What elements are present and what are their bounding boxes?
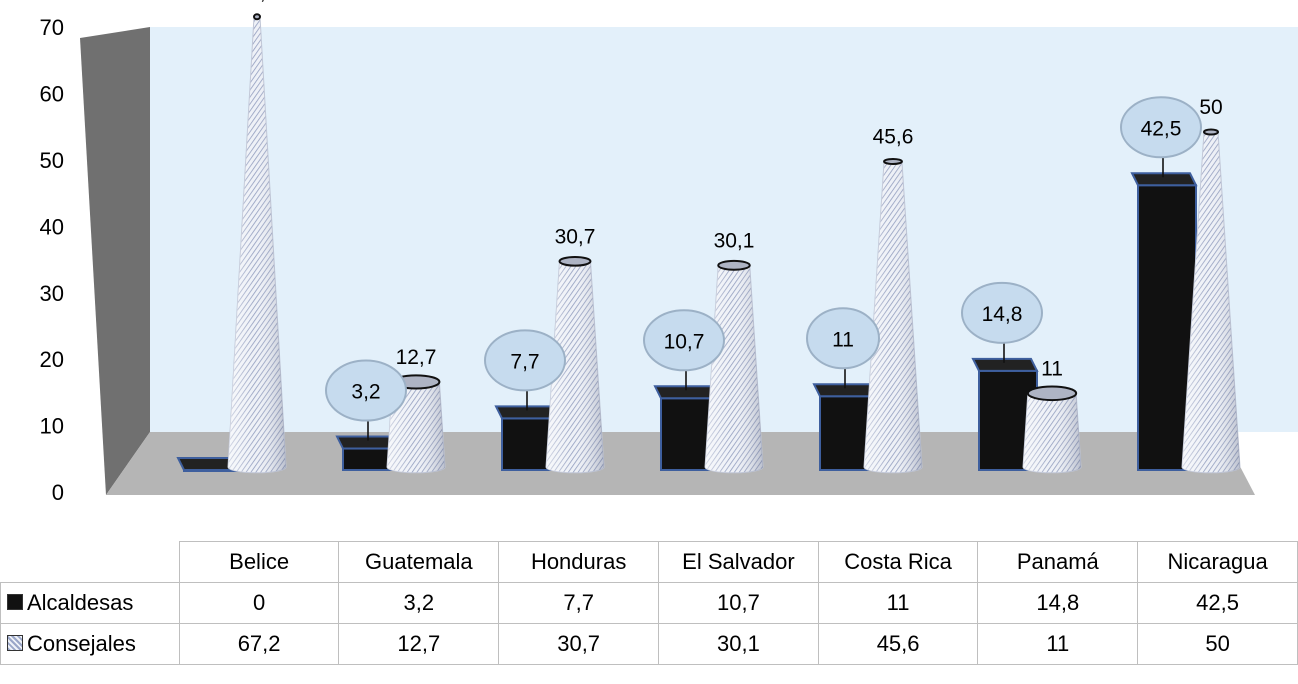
table-cell: 10,7: [658, 582, 819, 624]
table-header-guatemala: Guatemala: [338, 541, 500, 583]
alcaldesas-callout: [484, 329, 566, 392]
consejales-value-label: 11: [1041, 357, 1063, 380]
table-rowhead-consejales: Consejales: [0, 623, 180, 665]
table-header-el-salvador: El Salvador: [658, 541, 819, 583]
cone-top: [717, 259, 751, 271]
cone-top: [253, 13, 261, 21]
table-cell: 42,5: [1137, 582, 1298, 624]
consejales-cone: [227, 13, 287, 474]
table-cell: 67,2: [178, 623, 340, 665]
table-header-nicaragua: Nicaragua: [1137, 541, 1298, 583]
table-cell: 11: [977, 623, 1139, 665]
alcaldesas-value-label: 10,7: [664, 330, 705, 353]
consejales-legend-swatch: [7, 635, 23, 652]
table-cell: 0: [178, 582, 340, 624]
table-header-honduras: Honduras: [498, 541, 660, 583]
table-cell: 3,2: [338, 582, 500, 624]
cone-shading: [1182, 130, 1240, 473]
table-cell: 14,8: [977, 582, 1139, 624]
alcaldesas-callout: [643, 309, 725, 372]
consejales-cone: [704, 259, 764, 474]
chart: 0 10 20 30 40 50 60 70 67,2 12,7 3,2 30,7 7,7 30,1 10…: [40, 0, 1298, 505]
alcaldesas-callout: [961, 281, 1043, 344]
table-header-row: Belice Guatemala Honduras El Salvador Co…: [0, 541, 1298, 583]
alcaldesas-callout: [1120, 96, 1202, 159]
consejales-value-label: 50: [1199, 96, 1222, 119]
cone-shading: [1023, 386, 1081, 473]
table-cell: 7,7: [498, 582, 660, 624]
bar-top-face: [1130, 172, 1198, 187]
consejales-cone: [1022, 385, 1082, 474]
cone-top: [1203, 128, 1219, 136]
y-tick-label: 40: [40, 214, 64, 239]
cone-shading: [546, 256, 604, 473]
y-tick-label: 20: [40, 347, 64, 372]
y-tick-label: 30: [40, 281, 64, 306]
table-cell: 45,6: [817, 623, 979, 665]
y-tick-label: 50: [40, 148, 64, 173]
data-labels: 67,2 12,7 3,2 30,7 7,7 30,1 10,7 45,6 11 11 14,8 50…: [237, 0, 1223, 441]
y-tick-label: 70: [40, 15, 64, 40]
table-corner: [0, 541, 180, 583]
bar-top-face: [971, 357, 1039, 372]
data-table: Belice Guatemala Honduras El Salvador Co…: [0, 541, 1298, 665]
consejales-value-label: 67,2: [237, 0, 278, 4]
table-header-panama: Panamá: [977, 541, 1139, 583]
table-header-costa-rica: Costa Rica: [817, 541, 979, 583]
y-tick-label: 0: [52, 480, 64, 505]
alcaldesas-legend-swatch: [7, 594, 23, 611]
side-wall: [80, 27, 150, 495]
cone-shading: [228, 15, 286, 473]
table-cell: 30,7: [498, 623, 660, 665]
consejales-legend-label: Consejales: [27, 631, 136, 656]
cone-top: [1026, 385, 1078, 402]
table-header-belice: Belice: [178, 541, 340, 583]
consejales-value-label: 45,6: [873, 125, 914, 148]
cone-shading: [864, 158, 922, 473]
consejales-value-label: 12,7: [396, 346, 437, 369]
consejales-cone: [545, 255, 605, 474]
cone-top: [558, 255, 592, 267]
table-cell: 30,1: [658, 623, 819, 665]
table-row-alcaldesas: Alcaldesas 0 3,2 7,7 10,7 11 14,8 42,5: [0, 582, 1298, 624]
y-tick-label: 60: [40, 82, 64, 107]
alcaldesas-value-label: 7,7: [510, 350, 539, 373]
consejales-cone: [1181, 128, 1241, 474]
alcaldesas-callout: [806, 307, 880, 370]
y-axis-ticks: 0 10 20 30 40 50 60 70: [40, 15, 64, 505]
alcaldesas-value-label: 14,8: [982, 303, 1023, 326]
cone-top: [883, 157, 903, 165]
y-tick-label: 10: [40, 414, 64, 439]
table-cell: 11: [817, 582, 979, 624]
consejales-value-label: 30,7: [555, 225, 596, 248]
alcaldesas-value-label: 3,2: [351, 381, 380, 404]
table-cell: 12,7: [338, 623, 500, 665]
consejales-value-label: 30,1: [714, 229, 755, 252]
consejales-cones: [227, 13, 1241, 474]
consejales-cone: [863, 157, 923, 474]
alcaldesas-value-label: 11: [832, 328, 854, 351]
alcaldesas-value-label: 42,5: [1141, 117, 1182, 140]
alcaldesas-callout: [325, 359, 407, 422]
alcaldesas-legend-label: Alcaldesas: [27, 590, 134, 615]
table-rowhead-alcaldesas: Alcaldesas: [0, 582, 180, 624]
table-row-consejales: Consejales 67,2 12,7 30,7 30,1 45,6 11 5…: [0, 623, 1298, 665]
cone-shading: [705, 260, 763, 473]
table-cell: 50: [1137, 623, 1298, 665]
